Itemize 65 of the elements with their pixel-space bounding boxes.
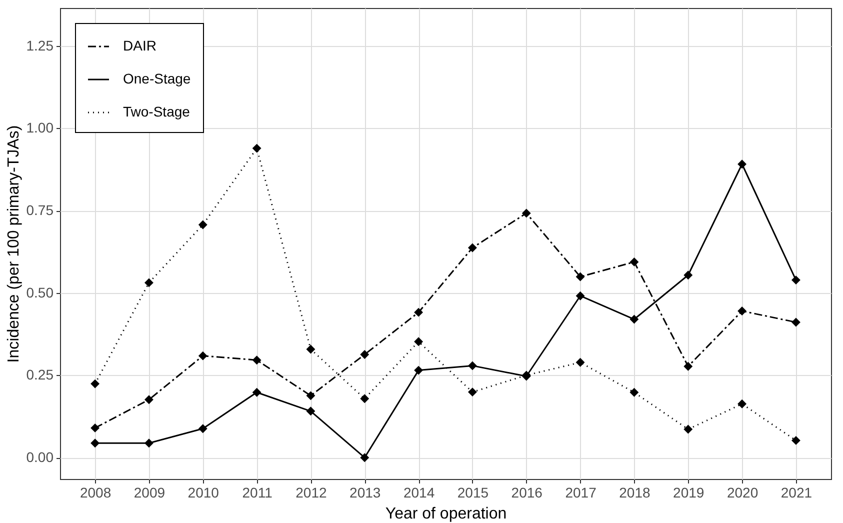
x-tick-label: 2020 <box>726 484 758 500</box>
point <box>576 358 585 367</box>
x-tick-label: 2014 <box>403 484 435 500</box>
point <box>468 388 477 397</box>
point <box>738 399 747 408</box>
x-tick-label: 2016 <box>511 484 543 500</box>
point <box>198 424 208 434</box>
x-tick-label: 2017 <box>565 484 597 500</box>
y-axis-title: Incidence (per 100 primary-TJAs) <box>5 125 22 363</box>
legend-label: Two-Stage <box>123 104 190 120</box>
point <box>252 356 262 365</box>
point <box>306 406 316 416</box>
point <box>414 308 424 317</box>
y-tick-label: 1.25 <box>26 37 54 54</box>
y-tick-label: 0.50 <box>26 284 54 300</box>
point <box>630 257 639 266</box>
point <box>198 351 208 360</box>
y-tick-label: 0.75 <box>26 202 54 218</box>
x-tick-label: 2011 <box>242 484 273 500</box>
point <box>252 388 262 397</box>
y-tick-label: 0.25 <box>26 366 54 383</box>
point <box>360 350 370 359</box>
point <box>90 423 100 432</box>
point <box>360 453 370 462</box>
point <box>684 270 693 280</box>
point <box>306 391 316 400</box>
point <box>144 278 154 288</box>
x-axis-title: Year of operation <box>385 506 507 522</box>
x-tick-label: 2015 <box>457 484 489 500</box>
x-tick-label: 2019 <box>673 484 704 500</box>
x-tick-label: 2018 <box>619 484 650 500</box>
y-tick-label: 0.00 <box>26 449 54 466</box>
point <box>414 337 424 346</box>
point <box>738 160 747 169</box>
point <box>630 314 639 324</box>
point <box>414 366 424 375</box>
point <box>468 361 477 370</box>
point <box>684 424 693 434</box>
point <box>791 318 800 327</box>
y-tick-label: 1.00 <box>26 120 54 136</box>
legend-label: One-Stage <box>123 70 191 86</box>
x-tick-label: 2010 <box>188 484 220 500</box>
point <box>630 388 639 397</box>
x-tick-label: 2013 <box>350 484 381 500</box>
point <box>144 438 154 448</box>
point <box>576 291 585 300</box>
point <box>468 243 477 252</box>
point <box>90 379 100 388</box>
legend-label: DAIR <box>123 38 156 54</box>
point <box>252 144 262 153</box>
point <box>144 395 154 404</box>
point <box>198 220 208 230</box>
point <box>791 436 800 445</box>
point <box>576 272 585 282</box>
x-tick-label: 2012 <box>296 484 327 500</box>
point <box>360 394 370 404</box>
point <box>791 276 800 285</box>
point <box>306 344 316 354</box>
x-tick-label: 2008 <box>80 484 112 500</box>
x-tick-label: 2009 <box>134 484 166 500</box>
point <box>522 208 531 218</box>
point <box>738 306 747 316</box>
x-tick-label: 2021 <box>780 484 812 500</box>
point <box>90 438 100 448</box>
point <box>684 362 693 371</box>
